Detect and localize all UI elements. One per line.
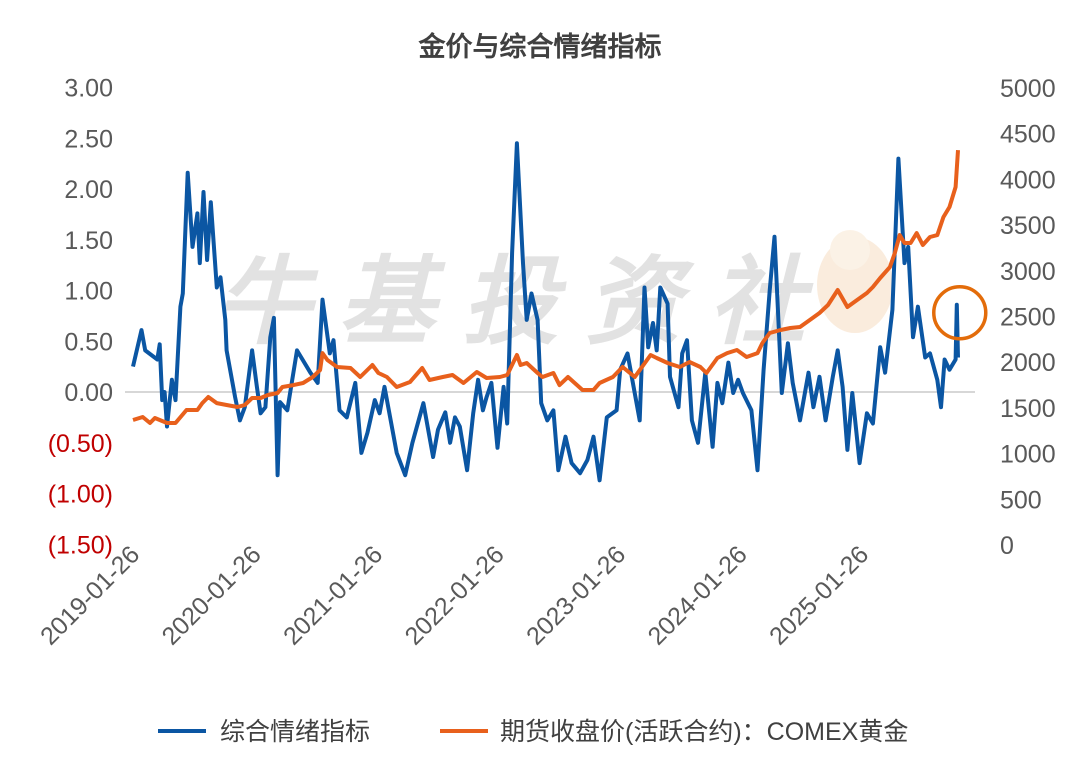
x-tick-label: 2022-01-26 [400, 540, 510, 650]
right-y-tick-label: 2500 [1000, 304, 1056, 332]
left-y-tick-label: 1.50 [64, 227, 113, 255]
x-tick-label: 2024-01-26 [643, 540, 753, 650]
x-tick-label: 2021-01-26 [278, 540, 388, 650]
sentiment-index-line [131, 141, 960, 483]
watermark: 牛基投资社 [215, 249, 814, 356]
left-y-tick-label: 2.50 [64, 125, 113, 153]
x-axis: 2019-01-26 2020-01-26 2021-01-26 2022-01-26… [35, 540, 874, 650]
x-tick-label: 2020-01-26 [157, 540, 267, 650]
bull-mascot-logo [817, 230, 893, 333]
legend: 综合情绪指标 期货收盘价(活跃合约)：COMEX黄金 [158, 718, 908, 746]
right-y-tick-label: 1000 [1000, 441, 1056, 469]
right-y-tick-label: 2000 [1000, 349, 1056, 377]
x-tick-label: 2023-01-26 [521, 540, 631, 650]
x-tick-label: 2025-01-26 [764, 540, 874, 650]
legend-label-gold: 期货收盘价(活跃合约)：COMEX黄金 [500, 718, 908, 746]
right-y-tick-label: 3500 [1000, 212, 1056, 240]
legend-label-sentiment: 综合情绪指标 [220, 718, 370, 746]
left-y-tick-label: (1.00) [48, 481, 113, 509]
right-y-tick-label: 0 [1000, 532, 1014, 560]
left-y-tick-label: (0.50) [48, 430, 113, 458]
right-y-tick-label: 500 [1000, 486, 1042, 514]
left-y-tick-label: (1.50) [48, 531, 113, 559]
right-y-tick-label: 3000 [1000, 258, 1056, 286]
left-y-tick-label: 3.00 [64, 75, 113, 103]
right-y-tick-label: 4500 [1000, 121, 1056, 149]
right-y-tick-label: 4000 [1000, 166, 1056, 194]
highlight-circle [932, 284, 988, 341]
left-y-tick-label: 2.00 [64, 176, 113, 204]
left-y-axis: 3.00 2.50 2.00 1.50 1.00 0.50 0.00 (0.50) (1.00)… [48, 75, 113, 560]
chart-title: 金价与综合情绪指标 [418, 31, 662, 62]
comex-gold-price-line [132, 149, 960, 425]
left-y-tick-label: 1.00 [64, 278, 113, 306]
series-layer [131, 141, 960, 483]
highlight-layer [932, 284, 988, 341]
left-y-tick-label: 0.00 [64, 379, 113, 407]
left-y-tick-label: 0.50 [64, 328, 113, 356]
right-y-tick-label: 1500 [1000, 395, 1056, 423]
right-y-tick-label: 5000 [1000, 75, 1056, 103]
